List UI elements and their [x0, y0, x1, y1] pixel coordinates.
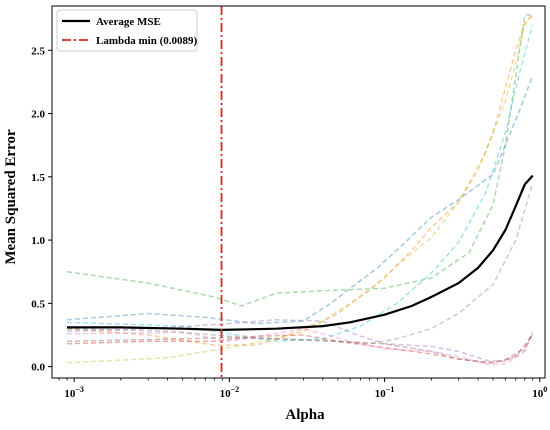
fold-5-line — [66, 24, 534, 343]
y-axis-label: Mean Squared Error — [3, 129, 19, 265]
legend-box — [56, 9, 198, 52]
y-tick-label: 1.5 — [31, 172, 45, 184]
x-axis-label: Alpha — [285, 407, 325, 423]
fold-3-line — [66, 14, 534, 346]
fold-10-line — [66, 334, 534, 364]
y-tick-label: 2.0 — [31, 109, 45, 121]
fold-7-line — [66, 332, 534, 364]
average-series-layer — [67, 174, 534, 332]
fold-9-line — [66, 319, 534, 363]
fold-4-line — [66, 14, 534, 364]
axes-layer: 0.0 0.5 1.0 1.5 2.0 2.5 10−3 10−2 10−1 100 — [31, 5, 547, 400]
fold-8-line — [66, 327, 534, 365]
x-tick-label: 10−3 — [64, 385, 84, 400]
fold-series-layer — [66, 14, 534, 365]
fold-2-line — [66, 14, 533, 307]
legend-lambda-label: Lambda min (0.0089) — [96, 35, 197, 47]
legend: Average MSE Lambda min (0.0089) — [56, 9, 198, 52]
fold-6-line — [66, 182, 534, 345]
y-tick-label: 0.0 — [31, 362, 45, 374]
y-tick-label: 0.5 — [31, 298, 45, 310]
x-tick-label: 10−2 — [220, 385, 240, 400]
y-tick-label: 1.0 — [31, 235, 45, 247]
fold-1-line — [66, 75, 534, 325]
y-tick-label: 2.5 — [31, 45, 45, 57]
average-mse-line — [67, 174, 534, 332]
x-tick-label: 100 — [532, 385, 547, 400]
legend-average-label: Average MSE — [96, 16, 161, 28]
plot-frame — [51, 5, 546, 379]
x-tick-label: 10−1 — [375, 385, 395, 400]
